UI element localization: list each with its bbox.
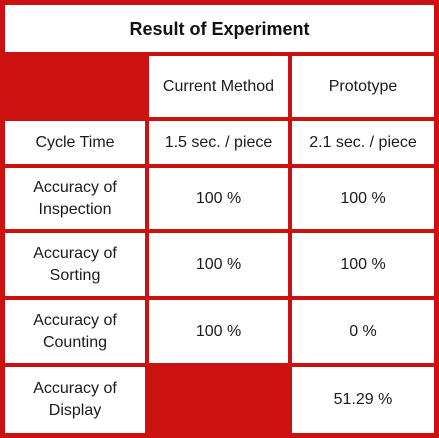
cell-cycle-time-current: 1.5 sec. / piece (149, 121, 288, 164)
cell-cycle-time-prototype: 2.1 sec. / piece (292, 121, 434, 164)
column-header-prototype: Prototype (292, 56, 434, 117)
cell-inspection-current: 100 % (149, 168, 288, 229)
cell-display-current-empty (149, 367, 288, 433)
row-label-accuracy-display: Accuracy of Display (5, 367, 145, 433)
row-label-accuracy-counting: Accuracy of Counting (5, 300, 145, 363)
header-corner-cell (5, 56, 145, 117)
row-label-accuracy-sorting: Accuracy of Sorting (5, 233, 145, 296)
cell-inspection-prototype: 100 % (292, 168, 434, 229)
cell-sorting-prototype: 100 % (292, 233, 434, 296)
row-label-accuracy-inspection: Accuracy of Inspection (5, 168, 145, 229)
column-header-current-method: Current Method (149, 56, 288, 117)
cell-sorting-current: 100 % (149, 233, 288, 296)
cell-display-prototype: 51.29 % (292, 367, 434, 433)
cell-counting-current: 100 % (149, 300, 288, 363)
table-title: Result of Experiment (5, 5, 434, 52)
row-label-cycle-time: Cycle Time (5, 121, 145, 164)
cell-counting-prototype: 0 % (292, 300, 434, 363)
